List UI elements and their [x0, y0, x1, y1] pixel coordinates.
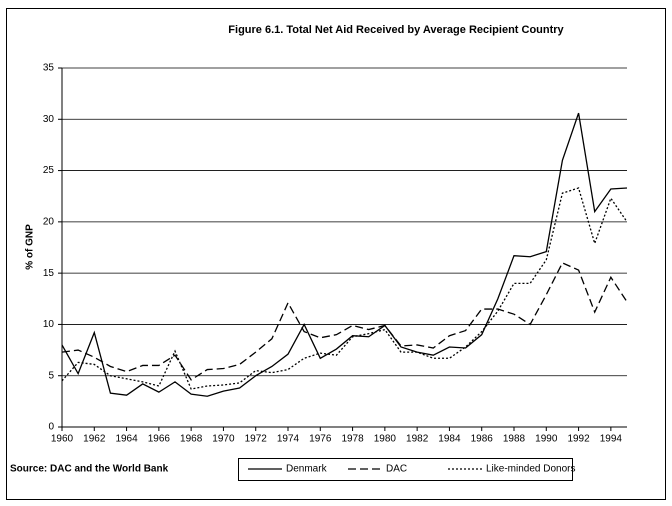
x-tick-label: 1968 — [180, 434, 203, 445]
y-tick-label: 10 — [43, 319, 55, 330]
legend-label: Denmark — [286, 464, 328, 475]
y-tick-label: 35 — [43, 63, 55, 74]
data-line — [61, 112, 628, 397]
x-tick-label: 1966 — [148, 434, 171, 445]
y-tick-label: 25 — [43, 165, 55, 176]
data-line — [61, 262, 628, 381]
x-tick-label: 1960 — [51, 434, 74, 445]
x-tick-label: 1980 — [374, 434, 397, 445]
y-tick-label: 0 — [48, 422, 54, 433]
x-tick-label: 1984 — [438, 434, 461, 445]
x-tick-label: 1982 — [406, 434, 429, 445]
y-tick-label: 15 — [43, 268, 55, 279]
frame — [6, 8, 666, 500]
x-tick-label: 1962 — [83, 434, 106, 445]
legend-label: Like-minded Donors — [486, 464, 576, 475]
y-tick-label: 5 — [48, 370, 54, 381]
x-tick-label: 1990 — [535, 434, 558, 445]
x-tick-label: 1988 — [503, 434, 526, 445]
x-tick-label: 1972 — [245, 434, 268, 445]
data-line — [61, 187, 628, 390]
x-tick-label: 1964 — [115, 434, 138, 445]
y-axis-label: % of GNP — [25, 224, 36, 270]
x-tick-label: 1978 — [341, 434, 364, 445]
x-tick-label: 1994 — [600, 434, 623, 445]
x-tick-label: 1976 — [309, 434, 332, 445]
x-tick-label: 1974 — [277, 434, 300, 445]
legend — [238, 458, 573, 481]
y-tick-label: 30 — [43, 114, 55, 125]
source: Source: DAC and the World Bank — [10, 464, 169, 475]
legend-label: DAC — [386, 464, 407, 475]
x-tick-label: 1970 — [212, 434, 235, 445]
x-tick-label: 1992 — [567, 434, 590, 445]
x-tick-label: 1986 — [471, 434, 494, 445]
chart-title: Figure 6.1. Total Net Aid Received by Av… — [228, 24, 564, 36]
y-tick-label: 20 — [43, 216, 55, 227]
